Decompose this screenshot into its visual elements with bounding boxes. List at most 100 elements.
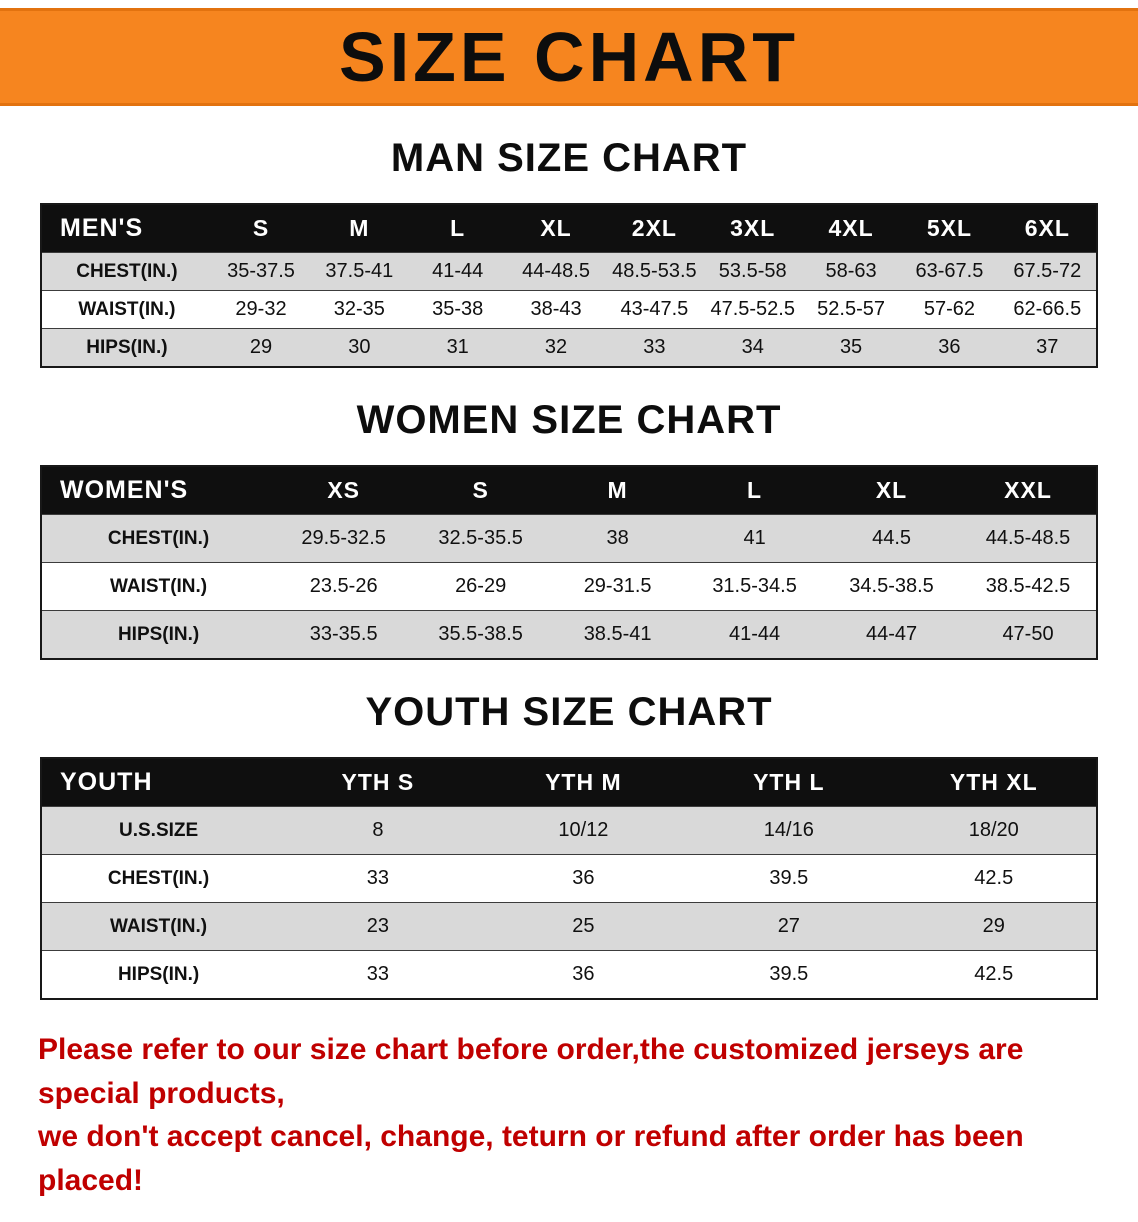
row-label-cell: CHEST(IN.) — [107, 527, 210, 549]
section-women: WOMEN SIZE CHART WOMEN'S XS S M L XL XXL CHEST(… — [0, 398, 1138, 660]
value-cell: 29-32 — [235, 298, 287, 320]
size-header-cell: L — [686, 466, 824, 515]
size-chart-page: SIZE CHART MAN SIZE CHART MEN'S S M L XL 2XL 3… — [0, 8, 1138, 1202]
page-title: SIZE CHART — [339, 18, 799, 96]
value-cell: 18/20 — [968, 819, 1019, 841]
value-cell: 52.5-57 — [817, 298, 885, 320]
value-cell: 53.5-58 — [718, 260, 787, 282]
value-cell: 67.5-72 — [1013, 260, 1082, 282]
section-youth: YOUTH SIZE CHART YOUTH YTH S YTH M YTH L YTH… — [0, 690, 1138, 1000]
value-cell: 44-47 — [865, 623, 918, 645]
value-cell: 58-63 — [825, 260, 877, 282]
row-label-cell: CHEST(IN.) — [107, 867, 210, 889]
value-cell: 37 — [1036, 336, 1059, 358]
row-label-cell: CHEST(IN.) — [76, 260, 178, 282]
measurement-row: WAIST(IN.) 23 25 27 29 — [41, 902, 1097, 951]
value-cell: 32 — [544, 336, 568, 358]
size-header-cell: M — [549, 466, 687, 515]
value-cell: 36 — [938, 336, 961, 358]
row-label-cell: HIPS(IN.) — [117, 623, 200, 645]
value-cell: 43-47.5 — [620, 298, 689, 320]
table-title-cell: YOUTH — [41, 758, 276, 807]
size-header-cell: YTH M — [480, 758, 687, 807]
disclaimer-line-2: we don't accept cancel, change, teturn o… — [38, 1120, 1024, 1197]
value-cell: 42.5 — [974, 867, 1014, 889]
table-title-cell: WOMEN'S — [41, 466, 276, 515]
value-cell: 31 — [446, 336, 469, 358]
measurement-row: WAIST(IN.) 23.5-26 26-29 29-31.5 31.5-34.5 34… — [41, 562, 1097, 611]
men-section-heading: MAN SIZE CHART — [390, 136, 748, 180]
value-cell: 37.5-41 — [325, 260, 394, 282]
value-cell: 33-35.5 — [309, 623, 378, 645]
value-cell: 38-43 — [530, 298, 582, 320]
value-cell: 48.5-53.5 — [612, 260, 697, 282]
section-men: MAN SIZE CHART MEN'S S M L XL 2XL 3XL 4XL 5XL 6XL… — [0, 136, 1138, 368]
size-header-cell: YTH XL — [891, 758, 1097, 807]
disclaimer: Please refer to our size chart before or… — [38, 1028, 1100, 1202]
value-cell: 44-48.5 — [522, 260, 590, 282]
size-header-cell: XS — [275, 466, 413, 515]
value-cell: 29-31.5 — [583, 575, 652, 597]
size-header-cell: XXL — [960, 466, 1097, 515]
size-header-cell: YTH L — [686, 758, 892, 807]
value-cell: 38 — [606, 527, 629, 549]
value-cell: 36 — [572, 867, 595, 889]
size-header-cell: M — [310, 204, 409, 253]
value-cell: 35 — [839, 336, 863, 358]
measurement-row: CHEST(IN.) 29.5-32.5 32.5-35.5 38 41 44.5 44.5… — [41, 514, 1097, 563]
value-cell: 10/12 — [558, 819, 609, 841]
men-size-table: MEN'S S M L XL 2XL 3XL 4XL 5XL 6XL CHEST(IN.) 35-37… — [40, 203, 1098, 368]
measurement-row: HIPS(IN.) 33-35.5 35.5-38.5 38.5-41 41-44 44-… — [41, 610, 1097, 659]
value-cell: 36 — [572, 963, 595, 985]
value-cell: 32-35 — [333, 298, 385, 320]
value-cell: 23.5-26 — [309, 575, 378, 597]
value-cell: 57-62 — [923, 298, 975, 320]
value-cell: 14/16 — [763, 819, 814, 841]
value-cell: 23 — [366, 915, 390, 937]
women-size-table: WOMEN'S XS S M L XL XXL CHEST(IN.) 29.5-32.5 32.5… — [40, 465, 1098, 660]
value-cell: 39.5 — [769, 867, 809, 889]
size-header-cell: 6XL — [998, 204, 1097, 253]
size-header-cell: 5XL — [900, 204, 999, 253]
value-cell: 29.5-32.5 — [301, 527, 386, 549]
value-cell: 32.5-35.5 — [438, 527, 523, 549]
measurement-row: U.S.SIZE 8 10/12 14/16 18/20 — [41, 806, 1097, 855]
row-label-cell: HIPS(IN.) — [86, 336, 168, 358]
value-cell: 33 — [643, 336, 666, 358]
value-cell: 8 — [372, 819, 384, 841]
size-header-cell: S — [412, 466, 550, 515]
value-cell: 31.5-34.5 — [712, 575, 797, 597]
value-cell: 34.5-38.5 — [849, 575, 934, 597]
size-header-cell: XL — [823, 466, 961, 515]
measurement-row: HIPS(IN.) 33 36 39.5 42.5 — [41, 950, 1097, 999]
row-label-cell: U.S.SIZE — [119, 819, 199, 841]
measurement-row: CHEST(IN.) 33 36 39.5 42.5 — [41, 854, 1097, 903]
value-cell: 42.5 — [974, 963, 1014, 985]
value-cell: 27 — [777, 915, 800, 937]
table-header-row: YOUTH YTH S YTH M YTH L YTH XL — [41, 758, 1097, 807]
value-cell: 39.5 — [769, 963, 809, 985]
size-header-cell: 2XL — [605, 204, 704, 253]
measurement-row: WAIST(IN.) 29-32 32-35 35-38 38-43 43-47.5 47.… — [41, 290, 1097, 329]
value-cell: 35.5-38.5 — [438, 623, 523, 645]
value-cell: 34 — [741, 336, 764, 358]
table-title-cell: MEN'S — [41, 204, 212, 253]
disclaimer-line-1: Please refer to our size chart before or… — [38, 1033, 1024, 1110]
value-cell: 33 — [366, 963, 390, 985]
row-label-cell: WAIST(IN.) — [78, 298, 176, 320]
size-header-cell: L — [408, 204, 507, 253]
value-cell: 41 — [743, 527, 766, 549]
youth-section-heading: YOUTH SIZE CHART — [365, 690, 773, 734]
value-cell: 25 — [572, 915, 595, 937]
row-label-cell: WAIST(IN.) — [110, 915, 208, 937]
value-cell: 35-37.5 — [227, 260, 295, 282]
table-header-row: WOMEN'S XS S M L XL XXL — [41, 466, 1097, 515]
value-cell: 38.5-42.5 — [985, 575, 1071, 597]
size-header-cell: 3XL — [703, 204, 802, 253]
row-label-cell: WAIST(IN.) — [110, 575, 208, 597]
value-cell: 41-44 — [432, 260, 484, 282]
size-header-cell: S — [211, 204, 311, 253]
youth-size-table: YOUTH YTH S YTH M YTH L YTH XL U.S.SIZE 8 10/12… — [40, 757, 1098, 1000]
banner: SIZE CHART — [0, 8, 1138, 106]
value-cell: 33 — [366, 867, 390, 889]
